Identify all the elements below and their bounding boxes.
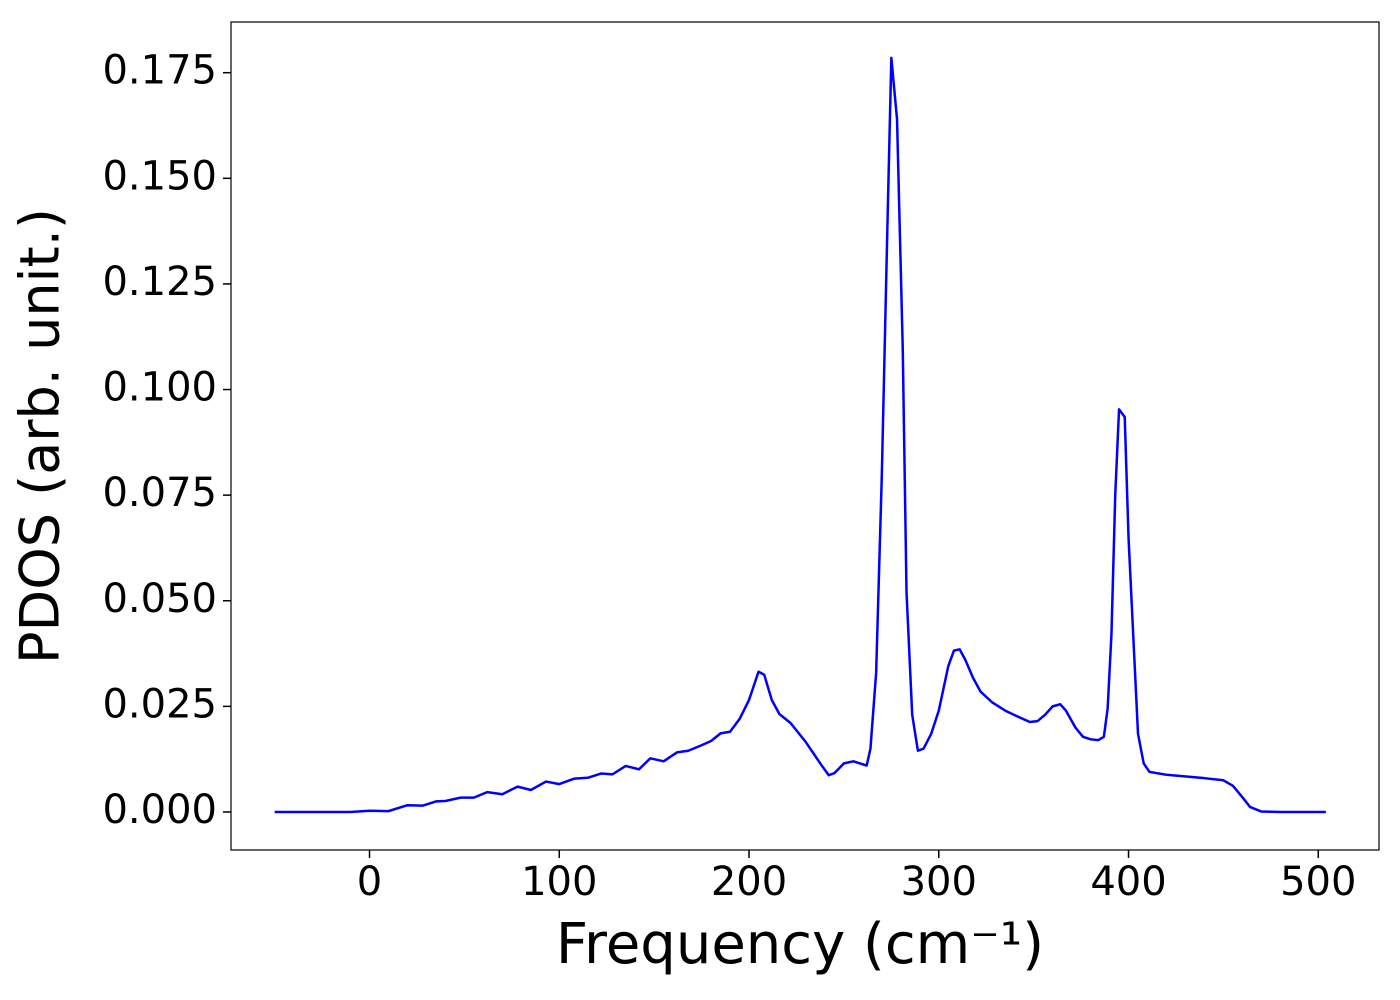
y-tick-label: 0.075 xyxy=(102,470,217,516)
y-tick-label: 0.125 xyxy=(102,259,217,305)
x-tick-label: 100 xyxy=(521,859,597,905)
y-tick-label: 0.175 xyxy=(102,48,217,94)
x-axis-label: Frequency (cm⁻¹) xyxy=(556,912,1044,977)
x-tick-label: 200 xyxy=(711,859,787,905)
y-tick-label: 0.000 xyxy=(102,787,217,833)
x-tick-label: 500 xyxy=(1280,859,1356,905)
x-tick-label: 300 xyxy=(901,859,977,905)
line-series xyxy=(274,56,1326,814)
x-tick-label: 400 xyxy=(1090,859,1166,905)
plot-frame xyxy=(230,21,1380,851)
y-tick-label: 0.025 xyxy=(102,681,217,727)
y-tick-label: 0.050 xyxy=(102,576,217,622)
x-tick-label: 0 xyxy=(357,859,382,905)
y-tick-label: 0.100 xyxy=(102,365,217,411)
y-axis-label: PDOS (arb. unit.) xyxy=(9,208,72,664)
y-tick-label: 0.150 xyxy=(102,153,217,199)
